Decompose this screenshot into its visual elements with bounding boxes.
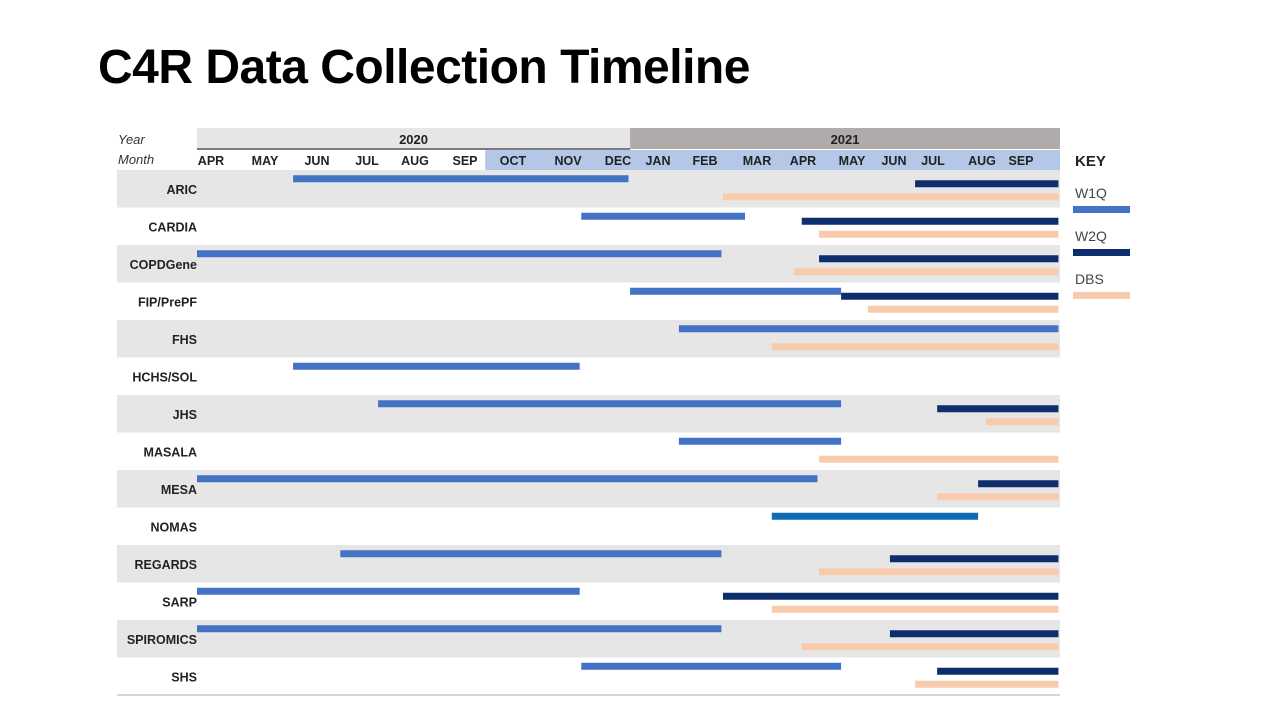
bar-dbs	[937, 493, 1059, 501]
row-background	[117, 432, 1060, 470]
cohort-label: SARP	[162, 595, 197, 609]
bar-w2q	[915, 180, 1059, 188]
cohort-label: ARIC	[166, 183, 197, 197]
bar-w1q	[630, 287, 842, 295]
month-tick-label: DEC	[605, 154, 631, 168]
bar-w1q	[581, 212, 746, 220]
bar-dbs	[793, 268, 1059, 276]
cohort-label: JHS	[173, 408, 197, 422]
cohort-label: NOMAS	[150, 520, 197, 534]
month-tick-label: JUN	[881, 154, 906, 168]
legend: KEY W1Q W2Q DBS	[1073, 153, 1130, 299]
bar-dbs	[819, 568, 1059, 576]
bar-w1q	[340, 550, 722, 558]
bar-dbs	[722, 193, 1059, 201]
cohort-label: REGARDS	[134, 558, 197, 572]
bar-w2q	[801, 217, 1059, 225]
bar-dbs	[915, 680, 1059, 688]
month-tick-label: MAY	[839, 154, 866, 168]
month-tick-label: JAN	[645, 154, 670, 168]
year-label: 2020	[399, 132, 428, 147]
month-tick-label: SEP	[1008, 154, 1033, 168]
bar-dbs	[867, 305, 1059, 313]
month-tick-label: AUG	[401, 154, 429, 168]
month-tick-label: MAR	[743, 154, 771, 168]
month-tick-label: APR	[790, 154, 816, 168]
bar-w2q	[841, 292, 1059, 300]
month-tick-label: OCT	[500, 154, 527, 168]
page-title: C4R Data Collection Timeline	[98, 41, 750, 94]
legend-swatch	[1073, 206, 1130, 213]
bar-dbs	[771, 343, 1059, 351]
bar-dbs	[819, 230, 1059, 238]
bar-w1q	[678, 437, 842, 445]
bar-alt	[771, 512, 979, 520]
bar-w1q	[293, 362, 580, 370]
bar-w1q	[197, 250, 722, 258]
row-backgrounds	[117, 170, 1060, 696]
month-tick-label: JUL	[355, 154, 379, 168]
legend-swatch	[1073, 249, 1130, 256]
year-band	[630, 128, 1060, 149]
cohort-label: CARDIA	[148, 220, 197, 234]
legend-swatch	[1073, 292, 1130, 299]
month-tick-label: MAY	[252, 154, 279, 168]
legend-label: DBS	[1075, 271, 1104, 287]
bar-dbs	[985, 418, 1059, 426]
bar-w2q	[978, 480, 1059, 488]
row-background	[117, 357, 1060, 395]
month-tick-label: JUL	[921, 154, 945, 168]
bar-dbs	[771, 605, 1059, 613]
bar-w1q	[378, 400, 842, 408]
cohort-label: HCHS/SOL	[132, 370, 197, 384]
month-tick-label: JUN	[304, 154, 329, 168]
bar-w1q	[293, 175, 629, 183]
cohort-label: MASALA	[144, 445, 197, 459]
cohort-label: SPIROMICS	[127, 633, 197, 647]
month-tick-label: SEP	[452, 154, 477, 168]
month-row-label: Month	[118, 152, 154, 167]
bar-w2q	[889, 630, 1059, 638]
bar-w2q	[937, 667, 1059, 675]
bar-w1q	[197, 625, 722, 633]
bar-w1q	[678, 325, 1059, 333]
timeline-header: 2020 2021 Year Month APR MAY JUN JUL AUG SEP OCT NO…	[118, 128, 1060, 170]
year-row-label: Year	[118, 132, 145, 147]
month-tick-label: FEB	[693, 154, 718, 168]
bar-w1q	[197, 475, 818, 483]
bar-w1q	[581, 662, 842, 670]
bar-w1q	[197, 587, 580, 595]
cohort-label: SHS	[171, 670, 197, 684]
bar-w2q	[889, 555, 1059, 563]
month-tick-label: APR	[198, 154, 224, 168]
timeline-bars	[197, 175, 1059, 688]
cohort-label: MESA	[161, 483, 197, 497]
bar-dbs	[819, 455, 1059, 463]
year-label: 2021	[831, 132, 860, 147]
legend-label: W1Q	[1075, 185, 1107, 201]
bar-w2q	[722, 592, 1059, 600]
cohort-labels: ARIC CARDIA COPDGene FIP/PrePF FHS HCHS/SOL JH…	[127, 183, 198, 685]
row-background	[117, 282, 1060, 320]
year-band	[197, 128, 631, 149]
legend-title: KEY	[1075, 153, 1106, 170]
bar-w2q	[937, 405, 1059, 413]
month-tick-label: NOV	[554, 154, 582, 168]
cohort-label: COPDGene	[130, 258, 197, 272]
bar-dbs	[801, 643, 1059, 651]
bar-w2q	[819, 255, 1059, 263]
cohort-label: FHS	[172, 333, 197, 347]
legend-label: W2Q	[1075, 228, 1107, 244]
cohort-label: FIP/PrePF	[138, 295, 197, 309]
month-highlight-band	[485, 150, 1060, 170]
month-tick-label: AUG	[968, 154, 996, 168]
